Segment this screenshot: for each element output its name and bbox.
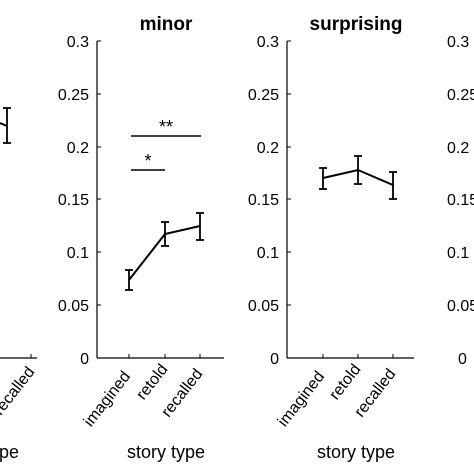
y-tick-label: 0.3 <box>67 34 89 51</box>
panel-surprising: surprising 0 0.05 0.1 0.15 0.2 0.25 0.3 <box>248 14 414 462</box>
y-tick-label: 0.05 <box>248 298 279 315</box>
y-tick-label: 0.2 <box>67 140 89 157</box>
panel-left-cropped: recalled pe <box>0 107 38 462</box>
y-tick-label: 0.2 <box>257 140 279 157</box>
y-tick-label: 0.25 <box>248 87 279 104</box>
x-tick-label-retold: retold <box>326 361 364 403</box>
x-axis-label: story type <box>127 442 205 462</box>
y-tick-label: 0.05 <box>58 298 89 315</box>
x-ticks <box>128 354 201 358</box>
x-tick-label-recalled: recalled <box>0 364 38 419</box>
x-axis-label: story type <box>317 442 395 462</box>
x-ticks <box>322 354 394 358</box>
y-tick-label-fragment: 0.05 <box>447 298 474 315</box>
x-tick-labels: imagined retold recalled <box>275 361 400 430</box>
data-series <box>319 155 397 200</box>
series-line <box>0 122 8 127</box>
errorbar-retold <box>354 155 362 185</box>
errorbar-retold <box>161 221 169 247</box>
panel-minor: minor 0 0.05 0.1 0.15 0.2 0.25 0.3 <box>58 14 224 462</box>
y-tick-label-fragment: 0.3 <box>447 34 469 51</box>
panel-right-cropped: 0.3 0.25 0.2 0.15 0.1 0.05 0 <box>447 34 474 368</box>
errorbar-recalled <box>196 212 204 241</box>
errorbar-recalled <box>389 171 397 200</box>
errorbar-imagined <box>319 167 327 190</box>
y-tick-label: 0.3 <box>257 34 279 51</box>
x-tick-label-retold: retold <box>133 361 171 403</box>
y-tick-label: 0.1 <box>67 245 89 262</box>
y-tick-label: 0.1 <box>257 245 279 262</box>
y-tick-label-fragment: 0.25 <box>447 87 474 104</box>
panel-title: surprising <box>310 14 403 35</box>
y-tick-label: 0.15 <box>248 192 279 209</box>
significance-label-single: * <box>144 151 151 171</box>
x-axis-label-fragment: pe <box>0 442 19 462</box>
y-tick-label-fragment: 0.2 <box>447 140 469 157</box>
y-tick-labels: 0 0.05 0.1 0.15 0.2 0.25 0.3 <box>58 34 89 368</box>
y-tick-label: 0 <box>270 351 279 368</box>
y-tick-label: 0.25 <box>58 87 89 104</box>
y-ticks <box>97 40 101 359</box>
significance-annotations: * ** <box>131 117 201 171</box>
data-series <box>125 212 204 291</box>
x-tick-label-imagined: imagined <box>275 368 328 430</box>
y-tick-label-fragment: 0.1 <box>447 245 469 262</box>
errorbar-imagined <box>125 269 133 291</box>
panel-title: minor <box>140 14 193 35</box>
y-tick-label: 0 <box>80 351 89 368</box>
y-ticks <box>287 40 291 359</box>
y-tick-label-fragment: 0.15 <box>447 192 474 209</box>
y-tick-label-fragment: 0 <box>458 351 467 368</box>
y-tick-label: 0.15 <box>58 192 89 209</box>
x-tick-label-imagined: imagined <box>81 368 134 430</box>
x-tick-labels: imagined retold recalled <box>81 361 207 430</box>
y-tick-labels: 0 0.05 0.1 0.15 0.2 0.25 0.3 <box>248 34 279 368</box>
significance-label-double: ** <box>159 117 173 137</box>
